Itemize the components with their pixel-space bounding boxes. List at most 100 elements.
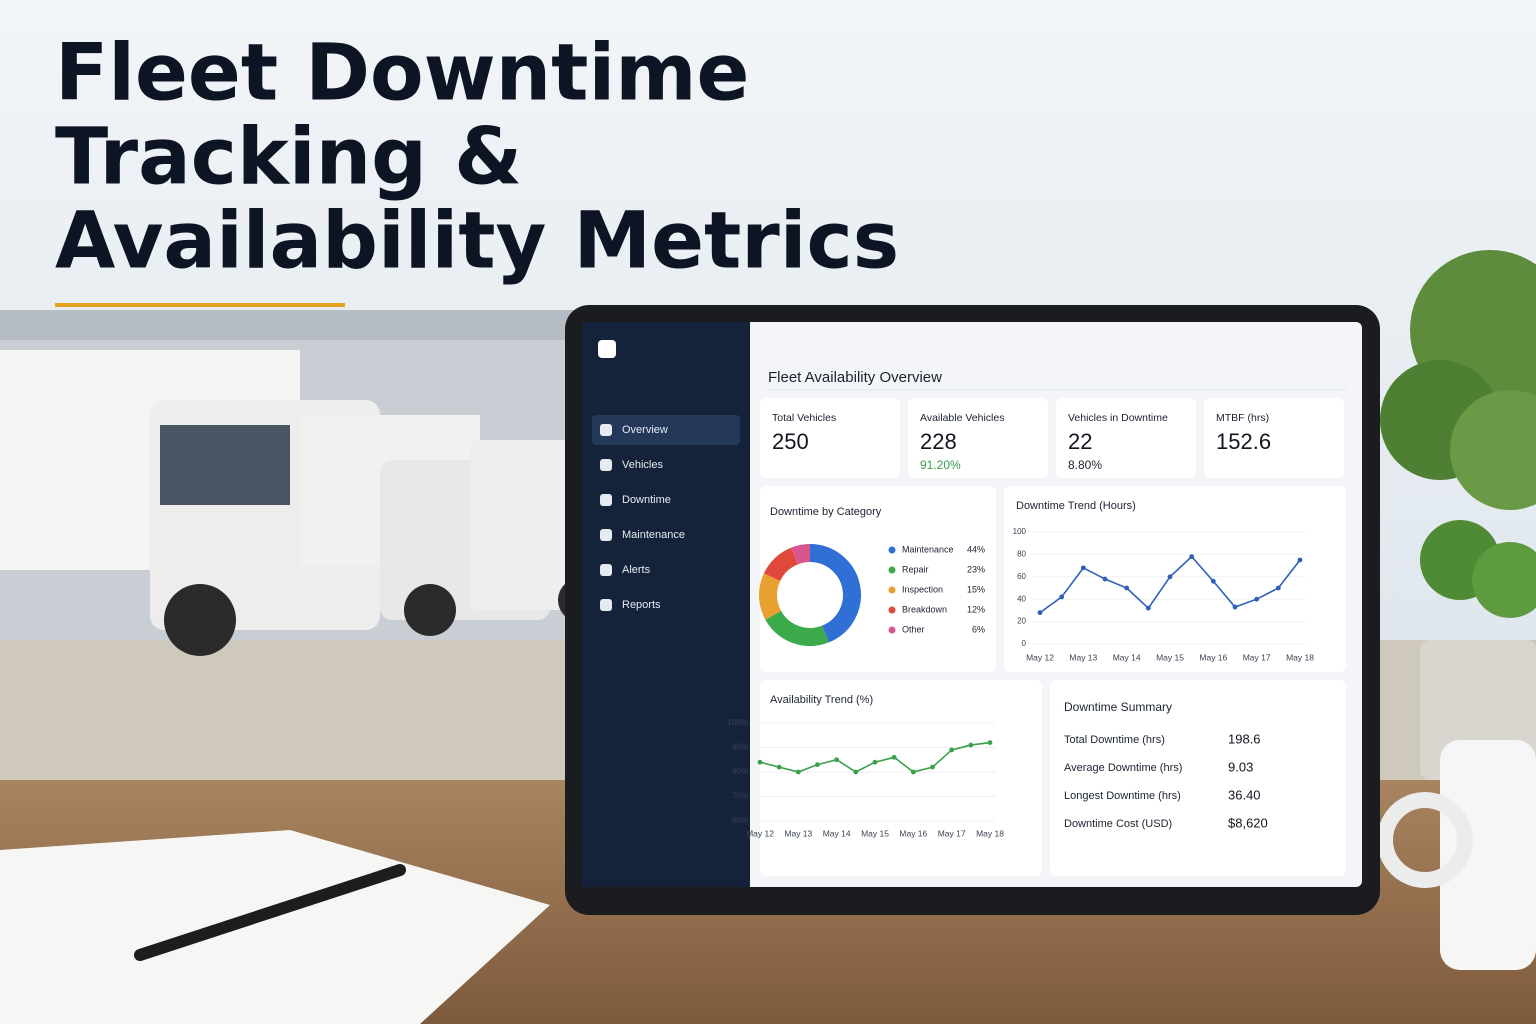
summary-label: Downtime Cost (USD) — [1064, 818, 1172, 830]
donut-segment — [763, 547, 799, 582]
nav-item[interactable]: Vehicles — [622, 459, 663, 471]
nav-item[interactable]: Maintenance — [622, 529, 685, 541]
x-tick-label: May 17 — [938, 828, 966, 838]
kpi-value: 228 — [920, 429, 957, 454]
x-tick-label: May 16 — [899, 828, 927, 838]
chart-title: Downtime Trend (Hours) — [1016, 500, 1136, 512]
y-tick-label: 40 — [1017, 594, 1026, 603]
summary-label: Longest Downtime (hrs) — [1064, 790, 1181, 802]
legend-label: Inspection — [902, 584, 943, 594]
point — [949, 747, 955, 753]
kpi-label: Vehicles in Downtime — [1068, 412, 1168, 424]
logo — [598, 340, 616, 358]
summary-label: Average Downtime (hrs) — [1064, 762, 1182, 774]
kpi-card — [1204, 398, 1344, 478]
y-tick-label: 20 — [1017, 617, 1026, 626]
point — [795, 769, 801, 775]
nav-icon — [600, 529, 612, 541]
x-tick-label: May 14 — [1113, 652, 1141, 662]
nav-icon — [600, 494, 612, 506]
chart-title: Downtime by Category — [770, 506, 882, 518]
point — [1102, 576, 1108, 582]
nav-item[interactable]: Overview — [622, 424, 668, 436]
legend-dot — [888, 566, 896, 574]
y-tick-label: 100 — [1013, 527, 1027, 536]
point — [987, 740, 993, 745]
x-tick-label: May 15 — [861, 828, 889, 838]
donut-segment — [765, 610, 829, 646]
point — [910, 769, 916, 775]
x-tick-label: May 14 — [823, 828, 851, 838]
kpi-value: 152.6 — [1216, 429, 1271, 454]
point — [1254, 596, 1260, 602]
nav-icon — [600, 459, 612, 471]
summary-value: 36.40 — [1228, 787, 1261, 802]
kpi-card — [760, 398, 900, 478]
x-tick-label: May 18 — [976, 828, 1004, 838]
value-label: 44% — [967, 544, 985, 554]
summary-value: $8,620 — [1228, 815, 1268, 830]
legend-dot — [888, 586, 896, 594]
point — [1167, 574, 1173, 580]
kpi-sub: 91.20% — [920, 458, 961, 472]
value-label: 15% — [967, 584, 985, 594]
point — [1232, 604, 1238, 610]
nav-icon — [600, 564, 612, 576]
point — [1059, 594, 1065, 600]
headline: Fleet Downtime — [55, 28, 749, 118]
y-tick-label: 80 — [1017, 550, 1026, 559]
point — [968, 742, 974, 748]
kpi-sub: 8.80% — [1068, 458, 1102, 472]
donut-segment — [809, 544, 861, 643]
legend-label: Other — [902, 624, 925, 634]
kpi-label: MTBF (hrs) — [1216, 412, 1269, 424]
nav-item[interactable]: Reports — [622, 599, 661, 611]
point — [1124, 585, 1130, 591]
x-tick-label: May 17 — [1243, 652, 1271, 662]
nav-item[interactable]: Downtime — [622, 494, 671, 506]
x-tick-label: May 13 — [784, 828, 812, 838]
point — [1275, 585, 1281, 591]
x-tick-label: May 16 — [1199, 652, 1227, 662]
legend-label: Maintenance — [902, 544, 954, 554]
card — [1050, 680, 1346, 876]
x-tick-label: May 12 — [1026, 652, 1054, 662]
point — [1297, 557, 1303, 563]
nav-active — [592, 415, 740, 445]
point — [757, 759, 763, 765]
value-label: 23% — [967, 564, 985, 574]
y-tick-label: 70% — [732, 792, 748, 801]
x-tick-label: May 12 — [746, 828, 774, 838]
point — [1145, 605, 1151, 611]
nav-item[interactable]: Alerts — [622, 564, 651, 576]
kpi-card — [1056, 398, 1196, 478]
warehouse-roof — [0, 310, 640, 340]
nav-icon — [600, 599, 612, 611]
x-tick-label: May 15 — [1156, 652, 1184, 662]
headline: Tracking & — [55, 112, 522, 202]
card — [760, 680, 1042, 876]
legend-dot — [888, 606, 896, 614]
cup — [1377, 740, 1536, 970]
nav-icon — [600, 424, 612, 436]
point — [1189, 554, 1195, 560]
kpi-value: 250 — [772, 429, 809, 454]
chart-title: Availability Trend (%) — [770, 694, 873, 706]
x-tick-label: May 13 — [1069, 652, 1097, 662]
point — [1037, 610, 1043, 616]
point — [853, 769, 859, 775]
dashboard-title: Fleet Availability Overview — [768, 369, 942, 386]
kpi-label: Available Vehicles — [920, 412, 1004, 424]
point — [872, 759, 878, 765]
y-tick-label: 100% — [728, 718, 748, 727]
notebook — [0, 830, 550, 1024]
point — [815, 762, 820, 768]
legend-label: Breakdown — [902, 604, 947, 614]
summary-value: 198.6 — [1228, 731, 1261, 746]
y-tick-label: 60 — [1017, 572, 1026, 581]
kpi-value: 22 — [1068, 429, 1092, 454]
summary-label: Total Downtime (hrs) — [1064, 734, 1165, 746]
donut-segment — [791, 544, 811, 565]
